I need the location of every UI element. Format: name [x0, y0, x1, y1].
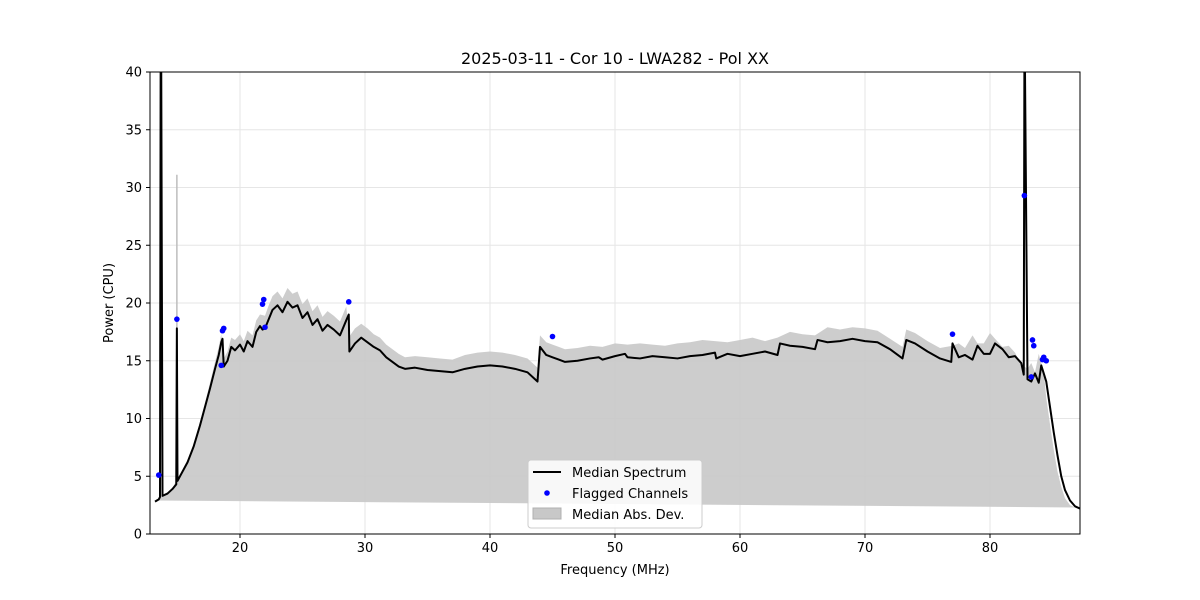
legend: Median Spectrum Flagged Channels Median … [527, 459, 703, 529]
y-tick-label: 30 [125, 181, 142, 196]
flagged-channel-point [1021, 192, 1028, 199]
x-tick-label: 40 [482, 541, 499, 556]
x-tick-label: 50 [607, 541, 624, 556]
plot-area [154, 72, 1080, 510]
flagged-channel-point [174, 316, 180, 322]
median-abs-dev-band [155, 287, 1075, 508]
y-tick-label: 0 [134, 528, 142, 543]
x-tick-label: 70 [857, 541, 874, 556]
y-tick-label: 20 [125, 297, 142, 312]
median-spectrum-line [154, 72, 1080, 510]
x-tick-label: 80 [982, 541, 999, 556]
y-tick-label: 5 [134, 470, 142, 485]
legend-dot-swatch [544, 490, 550, 496]
y-axis-label: Power (CPU) [102, 263, 117, 343]
legend-median-abs-dev: Median Abs. Dev. [572, 508, 684, 523]
y-tick-label: 25 [125, 239, 142, 254]
y-tick-label: 35 [125, 123, 142, 138]
flagged-channel-point [259, 301, 266, 307]
y-axis: 0 5 10 15 20 25 30 35 40 [125, 66, 150, 543]
flagged-channel-point [549, 333, 556, 340]
flagged-channel-point [1043, 357, 1050, 364]
legend-box [527, 459, 703, 529]
flagged-channel-point [155, 472, 162, 478]
x-tick-label: 20 [232, 541, 249, 556]
flagged-channel-point [218, 362, 225, 369]
flagged-channel-point [1028, 374, 1035, 380]
x-tick-label: 60 [732, 541, 749, 556]
x-tick-label: 30 [357, 541, 374, 556]
y-tick-label: 15 [125, 354, 142, 369]
flagged-channel-point [262, 324, 268, 331]
flagged-channel-point [1029, 337, 1036, 343]
chart-title: 2025-03-11 - Cor 10 - LWA282 - Pol XX [461, 49, 769, 68]
legend-flagged-channels: Flagged Channels [572, 487, 688, 502]
legend-band-swatch [532, 507, 562, 520]
flagged-channel-point [260, 296, 267, 303]
legend-median-spectrum: Median Spectrum [572, 466, 686, 481]
flagged-channel-point [345, 299, 352, 305]
x-axis: 20 30 40 50 60 70 80 [232, 534, 999, 556]
flagged-channel-point [1030, 342, 1037, 349]
x-axis-label: Frequency (MHz) [560, 563, 669, 578]
y-tick-label: 40 [125, 66, 142, 81]
y-tick-label: 10 [125, 412, 142, 427]
flagged-channel-point [949, 331, 956, 337]
flagged-channel-point [220, 325, 227, 332]
